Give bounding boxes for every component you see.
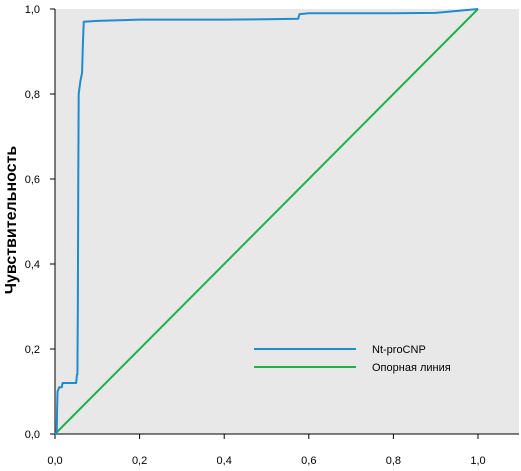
x-tick-label: 0,0 — [47, 455, 62, 467]
series-line-0 — [55, 8, 479, 435]
legend-label-1: Опорная линия — [372, 362, 451, 374]
y-ticks: 0,0 0,2 0,4 0,6 0,8 1,0 — [25, 4, 55, 441]
y-tick-label: 0,4 — [25, 259, 40, 271]
series-lines — [54, 8, 479, 435]
legend: Nt-proCNP Опорная линия — [254, 344, 451, 374]
x-tick-label: 0,2 — [132, 455, 147, 467]
y-tick-label: 1,0 — [25, 4, 40, 16]
y-axis-title: Чувствительность — [3, 146, 20, 295]
plot-area — [55, 9, 519, 434]
legend-label-0: Nt-proCNP — [372, 344, 426, 356]
x-tick-label: 0,8 — [386, 455, 401, 467]
series-line-1 — [54, 8, 479, 435]
y-tick-label: 0,0 — [25, 429, 40, 441]
x-tick-label: 0,4 — [217, 455, 232, 467]
y-tick-label: 0,8 — [25, 89, 40, 101]
y-tick-label: 0,6 — [25, 174, 40, 186]
x-ticks: 0,0 0,2 0,4 0,6 0,8 1,0 — [47, 434, 486, 467]
x-tick-label: 1,0 — [470, 455, 485, 467]
y-tick-label: 0,2 — [25, 344, 40, 356]
x-tick-label: 0,6 — [301, 455, 316, 467]
